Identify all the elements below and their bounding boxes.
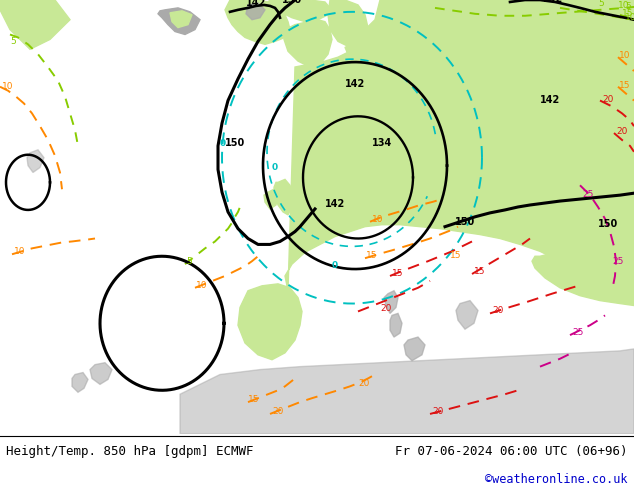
Polygon shape	[90, 363, 112, 384]
Text: 142: 142	[325, 199, 346, 209]
Text: 10: 10	[2, 82, 13, 91]
Text: 25: 25	[572, 328, 583, 337]
Text: 25: 25	[612, 257, 623, 266]
Polygon shape	[360, 0, 634, 87]
Text: 20: 20	[272, 407, 283, 416]
Text: 142: 142	[246, 0, 266, 8]
Text: 20: 20	[380, 304, 391, 314]
Polygon shape	[180, 349, 634, 434]
Text: Height/Temp. 850 hPa [gdpm] ECMWF: Height/Temp. 850 hPa [gdpm] ECMWF	[6, 445, 254, 458]
Text: 15: 15	[366, 251, 377, 260]
Polygon shape	[170, 11, 192, 27]
Text: 5: 5	[625, 2, 631, 11]
Text: 150: 150	[225, 138, 245, 148]
Text: 15: 15	[474, 267, 486, 276]
Polygon shape	[285, 33, 634, 295]
Polygon shape	[284, 20, 332, 67]
Polygon shape	[225, 0, 290, 45]
Text: 20: 20	[358, 379, 370, 389]
Text: 142: 142	[345, 79, 365, 89]
Polygon shape	[72, 372, 88, 392]
Text: 0: 0	[220, 139, 226, 148]
Text: Fr 07-06-2024 06:00 UTC (06+96): Fr 07-06-2024 06:00 UTC (06+96)	[395, 445, 628, 458]
Polygon shape	[328, 0, 368, 48]
Text: 10: 10	[196, 281, 207, 290]
Text: 150: 150	[598, 219, 618, 229]
Text: 20: 20	[602, 95, 613, 103]
Text: 10: 10	[618, 1, 630, 10]
Text: 0: 0	[332, 261, 338, 270]
Text: 15: 15	[622, 9, 633, 18]
Text: 142: 142	[540, 96, 560, 105]
Polygon shape	[456, 300, 478, 329]
Text: 0: 0	[272, 163, 278, 172]
Polygon shape	[404, 337, 425, 361]
Text: 15: 15	[248, 395, 259, 404]
Polygon shape	[384, 291, 398, 314]
Text: 25: 25	[582, 190, 593, 199]
Text: 142: 142	[543, 0, 563, 4]
Text: 20: 20	[432, 407, 443, 416]
Text: 20: 20	[492, 306, 503, 316]
Text: 10: 10	[619, 51, 630, 60]
Text: 5: 5	[10, 37, 16, 47]
Text: 15: 15	[392, 269, 403, 278]
Polygon shape	[532, 235, 634, 306]
Text: 20: 20	[616, 127, 628, 136]
Text: 134: 134	[372, 138, 392, 148]
Polygon shape	[345, 39, 388, 84]
Polygon shape	[0, 0, 70, 49]
Text: 15: 15	[619, 81, 630, 90]
Text: ©weatheronline.co.uk: ©weatheronline.co.uk	[485, 473, 628, 487]
Polygon shape	[246, 3, 265, 20]
Text: 5: 5	[186, 257, 191, 266]
Text: 15: 15	[450, 251, 462, 260]
Text: 150: 150	[455, 217, 476, 227]
Polygon shape	[390, 314, 402, 337]
Text: 150: 150	[282, 0, 302, 5]
Polygon shape	[274, 179, 293, 215]
Text: 10: 10	[372, 215, 384, 224]
Text: 10: 10	[14, 247, 25, 256]
Text: 10: 10	[625, 13, 634, 22]
Polygon shape	[27, 150, 44, 172]
Polygon shape	[158, 8, 200, 34]
Polygon shape	[264, 189, 278, 209]
Polygon shape	[238, 284, 302, 360]
Polygon shape	[268, 0, 330, 22]
Text: 5: 5	[598, 0, 604, 8]
